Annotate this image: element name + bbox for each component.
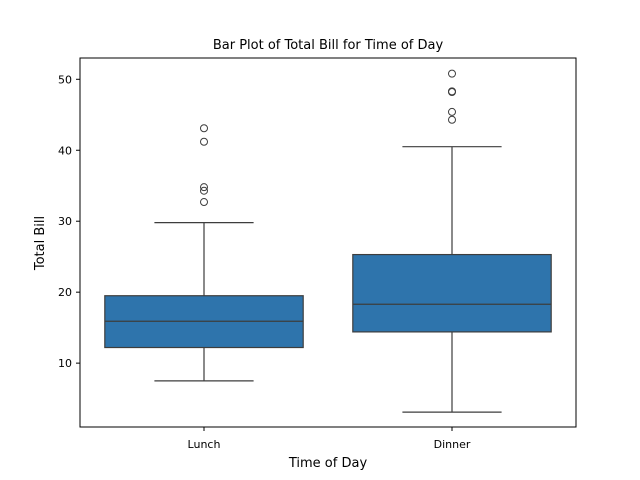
y-tick-label: 50 <box>58 73 72 86</box>
box-lunch <box>104 124 304 382</box>
plot-frame <box>79 57 577 428</box>
outlier-point <box>448 107 456 116</box>
chart-title: Bar Plot of Total Bill for Time of Day <box>213 38 444 53</box>
outlier-point <box>200 137 208 146</box>
y-tick-label: 30 <box>58 215 72 228</box>
y-tick-label: 40 <box>58 144 72 157</box>
outlier-point <box>200 124 208 133</box>
x-tick-label: Dinner <box>434 438 471 451</box>
outlier-point <box>200 186 208 195</box>
y-tick-label: 10 <box>58 357 72 370</box>
iqr-box <box>352 253 552 333</box>
outlier-point <box>200 183 208 192</box>
x-axis: Lunch Dinner <box>188 427 471 451</box>
y-axis: 10 20 30 40 50 <box>58 73 80 370</box>
plot-area <box>104 69 552 413</box>
box-dinner <box>352 69 552 413</box>
x-tick-label: Lunch <box>188 438 221 451</box>
outlier-point <box>448 115 456 124</box>
y-tick-label: 20 <box>58 286 72 299</box>
outlier-point <box>448 87 456 96</box>
outlier-point <box>200 198 208 207</box>
outlier-point <box>448 69 456 78</box>
y-axis-label: Total Bill <box>33 216 48 271</box>
x-axis-label: Time of Day <box>288 456 368 471</box>
